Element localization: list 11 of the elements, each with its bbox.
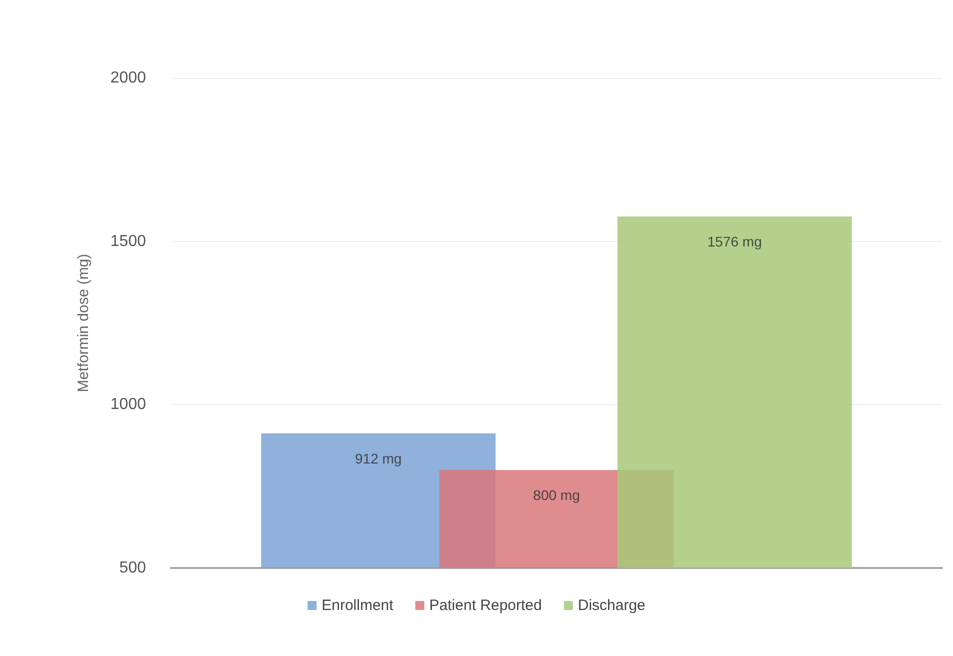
data-label: 1576 mg — [707, 234, 762, 250]
y-tick-label: 1000 — [110, 396, 146, 414]
data-label: 800 mg — [533, 487, 580, 503]
legend-label: Patient Reported — [429, 597, 542, 614]
y-axis-title: Metformin dose (mg) — [75, 254, 92, 392]
y-tick-label: 500 — [119, 560, 146, 576]
y-tick-label: 1500 — [110, 232, 146, 250]
y-tick-label: 2000 — [110, 70, 146, 86]
data-label: 912 mg — [355, 450, 402, 466]
legend-label: Enrollment — [322, 597, 394, 614]
legend-label: Discharge — [578, 597, 646, 614]
